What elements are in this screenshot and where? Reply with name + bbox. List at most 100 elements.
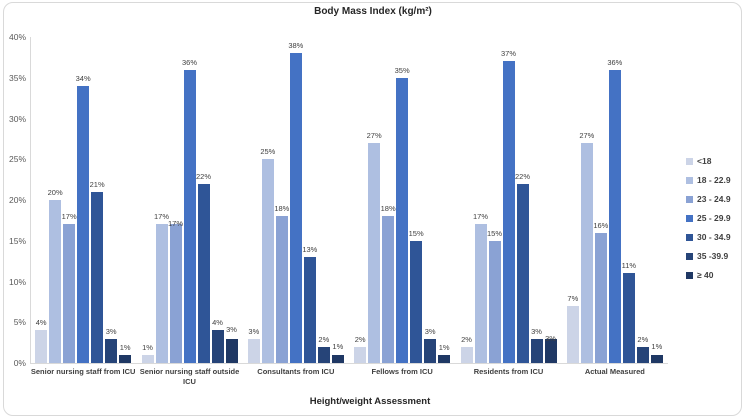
legend-item: <18 xyxy=(686,156,731,166)
bar xyxy=(530,338,543,363)
y-axis-tick-label: 30% xyxy=(8,113,26,124)
y-axis-tick-label: 20% xyxy=(8,195,26,205)
bar xyxy=(275,216,288,363)
bar xyxy=(608,69,621,363)
bar-data-label: 4% xyxy=(212,318,223,328)
legend-marker xyxy=(686,271,693,279)
bar-data-label: 22% xyxy=(514,171,530,181)
bar-data-label: 35% xyxy=(394,65,410,75)
bar xyxy=(303,257,316,363)
bar xyxy=(169,224,182,363)
bar-data-label: 3% xyxy=(545,333,556,343)
bar-data-label: 2% xyxy=(461,334,472,344)
y-axis-tick-label: 25% xyxy=(8,154,26,165)
bar xyxy=(49,200,62,363)
bar xyxy=(460,346,473,363)
bar xyxy=(331,354,344,363)
legend-label: ≥ 40 xyxy=(697,270,714,280)
bar xyxy=(105,338,118,363)
bar xyxy=(155,224,168,363)
bar-data-label: 17% xyxy=(61,212,77,222)
bar xyxy=(119,354,132,363)
bar-data-label: 1% xyxy=(332,341,344,351)
x-axis-category-label: Actual Measured xyxy=(584,367,645,376)
bar-data-label: 3% xyxy=(424,326,436,336)
y-axis-tick-label: 0% xyxy=(13,358,26,368)
bar xyxy=(438,354,451,363)
bar xyxy=(650,354,663,363)
bar-data-label: 3% xyxy=(226,325,237,335)
legend-item: 30 - 34.9 xyxy=(686,232,731,242)
bar xyxy=(197,183,210,363)
x-axis-category-label: Residents from ICU xyxy=(473,367,544,376)
legend-item: ≥ 40 xyxy=(686,270,731,280)
bar-data-label: 1% xyxy=(119,342,131,352)
bar-data-label: 2% xyxy=(354,334,366,344)
bar-data-label: 2% xyxy=(318,334,330,344)
bar xyxy=(317,346,330,363)
bar-data-label: 36% xyxy=(181,57,197,67)
bar-data-label: 18% xyxy=(274,204,290,214)
x-axis-line xyxy=(30,363,668,364)
y-axis-tick-label: 35% xyxy=(8,72,26,83)
bar xyxy=(544,338,557,363)
bar xyxy=(261,159,274,363)
bar-data-label: 11% xyxy=(621,261,637,271)
bar-data-label: 36% xyxy=(607,57,623,67)
legend-label: 18 - 22.9 xyxy=(697,175,731,185)
bar-data-label: 17% xyxy=(153,212,169,222)
x-axis-category-label: Senior nursing staff from ICU xyxy=(30,367,136,376)
legend-label: 25 - 29.9 xyxy=(697,213,731,223)
bar-data-label: 1% xyxy=(651,341,663,351)
y-axis-line xyxy=(30,37,31,363)
bar-data-label: 2% xyxy=(637,334,649,344)
bar xyxy=(474,224,487,363)
legend-marker xyxy=(686,214,693,222)
bar-data-label: 27% xyxy=(366,130,382,140)
bar xyxy=(502,61,515,363)
bar xyxy=(594,232,607,363)
bar xyxy=(183,69,196,363)
legend-item: 25 - 29.9 xyxy=(686,213,731,223)
bar xyxy=(91,191,104,363)
bar xyxy=(247,338,260,363)
bar xyxy=(580,142,593,363)
bar xyxy=(354,346,367,363)
legend-item: 18 - 22.9 xyxy=(686,175,731,185)
bar-data-label: 7% xyxy=(567,293,579,303)
bar xyxy=(35,330,48,363)
bar xyxy=(396,77,409,363)
bar-data-label: 38% xyxy=(288,41,304,51)
bar-data-label: 3% xyxy=(105,326,117,336)
legend-label: 30 - 34.9 xyxy=(697,232,731,242)
bar-data-label: 1% xyxy=(438,342,450,352)
bar-data-label: 22% xyxy=(195,171,211,181)
y-axis-tick-label: 40% xyxy=(8,32,26,42)
bar xyxy=(77,85,90,363)
bar-data-label: 3% xyxy=(531,326,542,336)
bar xyxy=(141,354,154,363)
bar-data-label: 1% xyxy=(142,342,153,352)
bar-data-label: 15% xyxy=(408,228,424,238)
bar-data-label: 27% xyxy=(579,130,595,140)
bar xyxy=(368,142,381,363)
y-axis-tick-label: 5% xyxy=(13,317,26,328)
bar xyxy=(225,338,238,363)
bar-data-label: 25% xyxy=(260,147,276,157)
x-axis-category-label: Fellows from ICU xyxy=(371,367,433,376)
bar xyxy=(211,330,224,363)
bar xyxy=(382,216,395,363)
bar xyxy=(488,240,501,363)
bar-data-label: 16% xyxy=(593,220,609,230)
bar-data-label: 37% xyxy=(500,49,516,59)
legend-item: 35 -39.9 xyxy=(686,251,731,261)
bar-data-label: 17% xyxy=(167,219,183,229)
bar xyxy=(566,305,579,363)
bar xyxy=(410,240,423,363)
bar-data-label: 18% xyxy=(380,204,396,214)
x-axis-category-label: Senior nursing staff outside ICU xyxy=(139,367,240,386)
legend-label: 23 - 24.9 xyxy=(697,194,731,204)
bar-data-label: 4% xyxy=(35,318,47,328)
bar-data-label: 21% xyxy=(89,179,105,189)
